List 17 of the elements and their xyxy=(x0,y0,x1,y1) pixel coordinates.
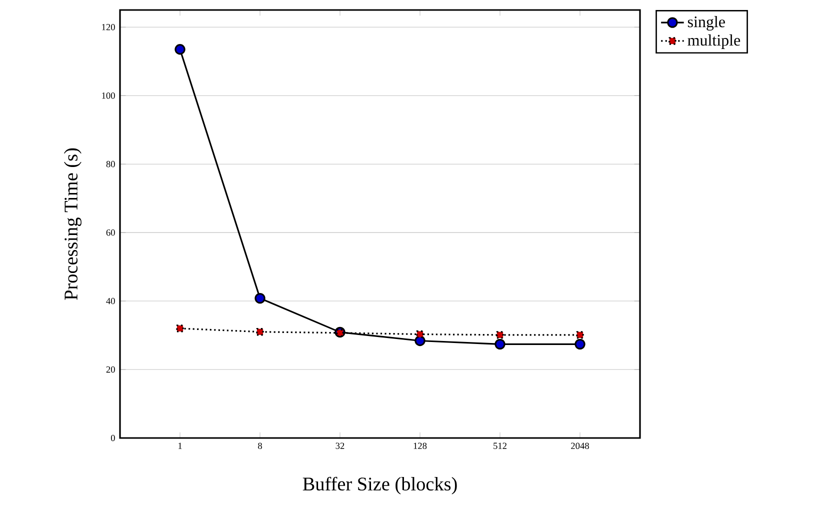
y-tick-label: 20 xyxy=(106,366,115,373)
legend-label: multiple xyxy=(688,34,740,49)
y-tick-label: 40 xyxy=(106,298,115,304)
x-tick-label: 1 xyxy=(178,442,182,449)
x-axis-title: Buffer Size (blocks) xyxy=(302,476,457,494)
y-tick-label: 100 xyxy=(102,92,115,99)
x-tick-label: 2048 xyxy=(571,442,589,449)
legend-label: single xyxy=(688,16,725,31)
y-tick-label: 60 xyxy=(106,229,115,236)
x-tick-label: 512 xyxy=(494,442,506,449)
x-tick-label: 32 xyxy=(336,442,344,449)
y-tick-label: 0 xyxy=(110,434,115,442)
x-tick-label: 128 xyxy=(414,442,427,449)
y-tick-label: 120 xyxy=(102,24,115,30)
x-tick-label: 8 xyxy=(258,442,262,449)
y-tick-label: 80 xyxy=(106,160,115,168)
y-axis-title: Processing Time (s) xyxy=(64,148,82,300)
